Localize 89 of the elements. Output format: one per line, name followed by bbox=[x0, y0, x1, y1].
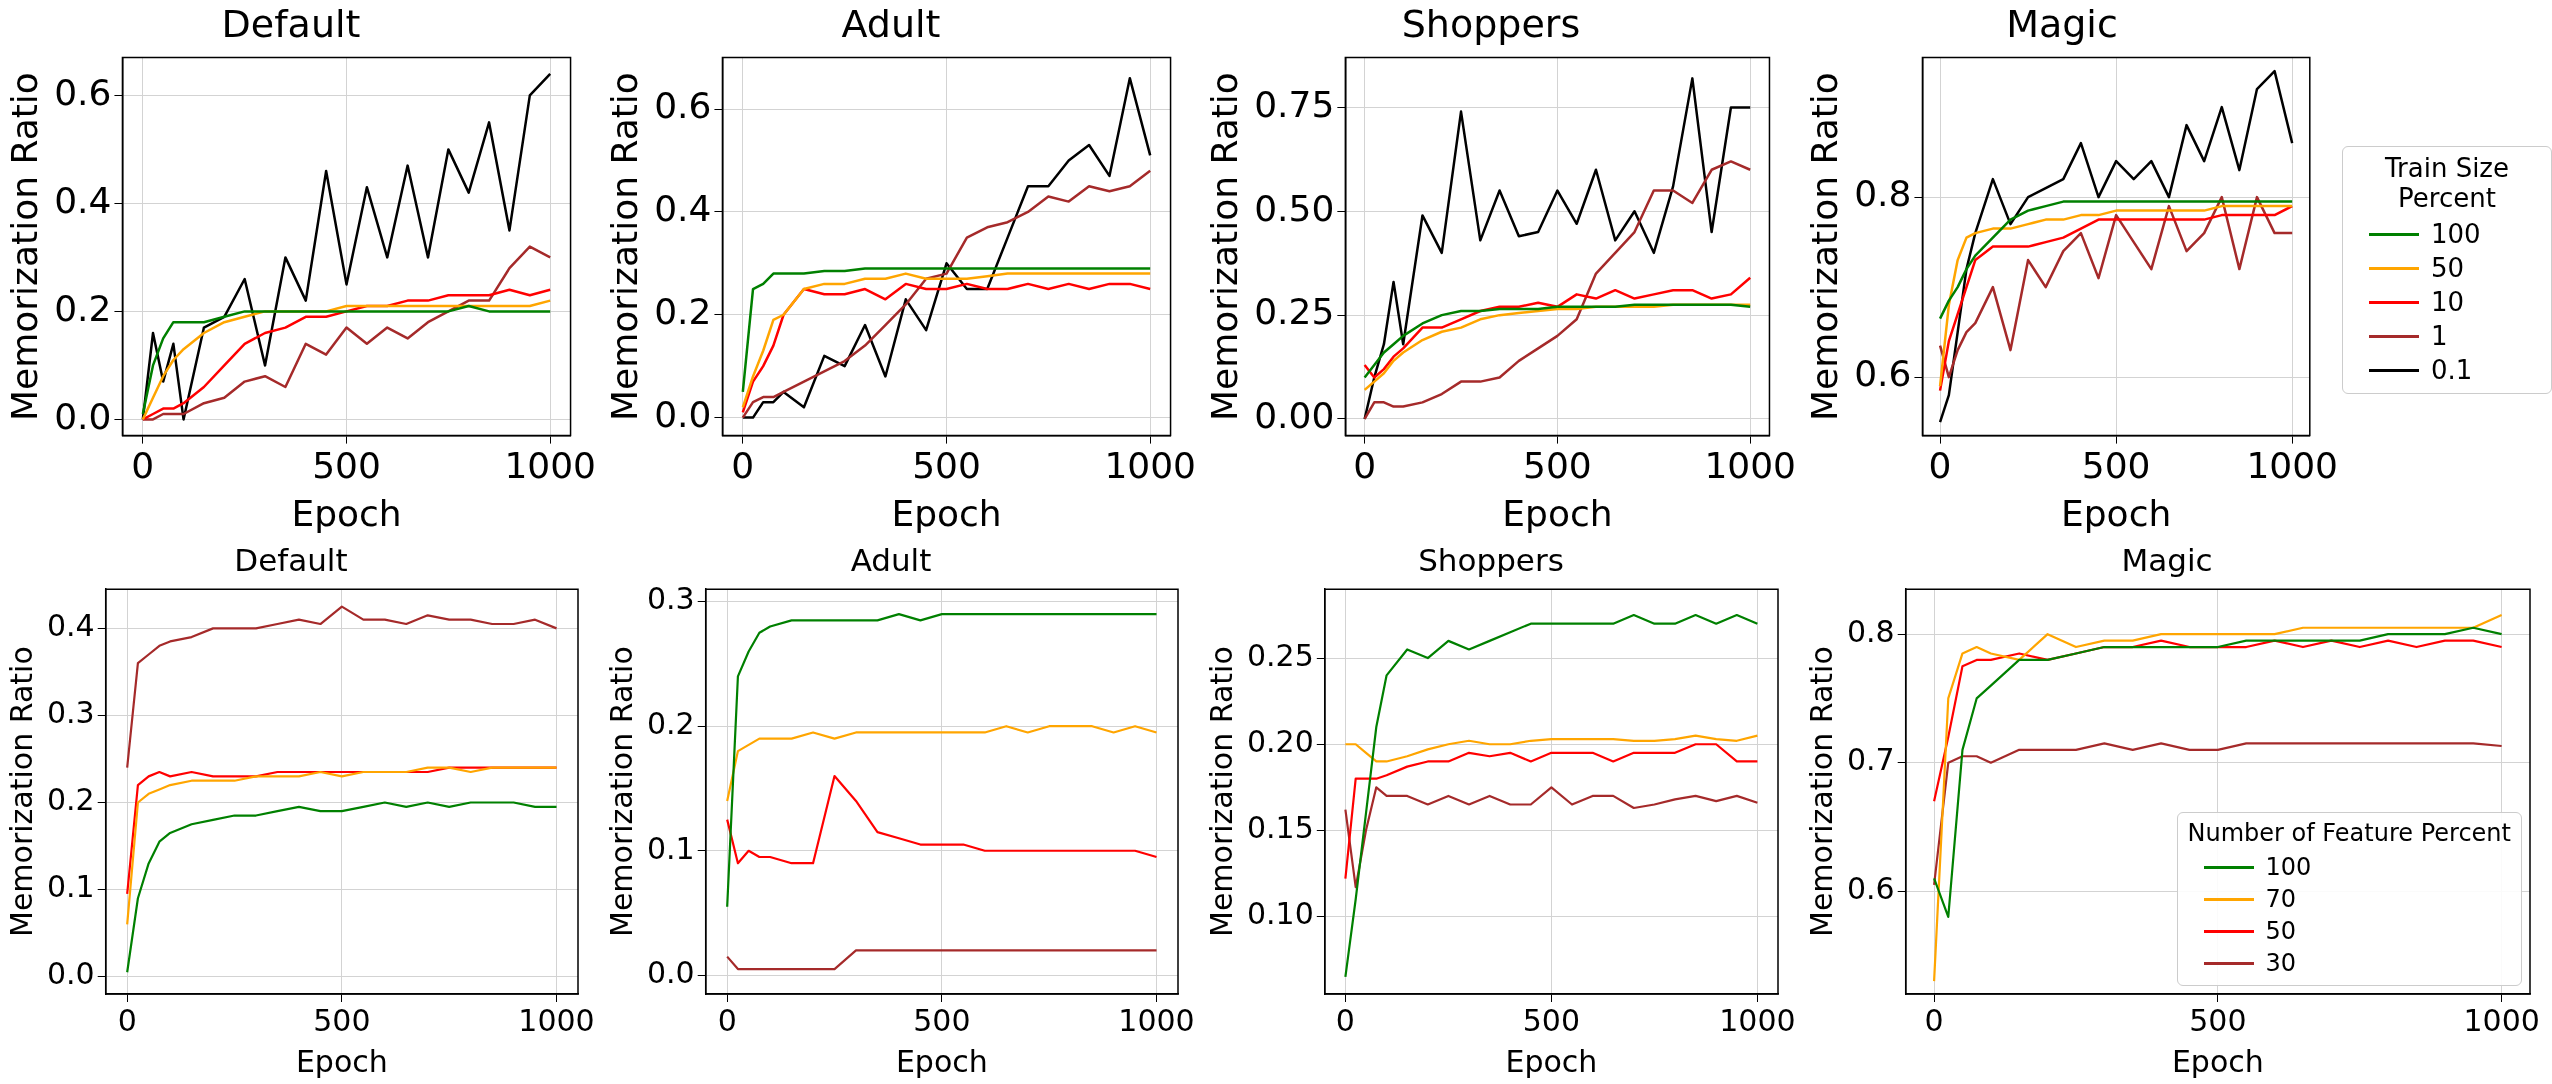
y-tick-label: 0.8 bbox=[1854, 173, 1912, 215]
y-tick-label: 0.4 bbox=[46, 608, 95, 644]
chart-title: Magic bbox=[2121, 541, 2213, 578]
legend-label: 30 bbox=[2265, 949, 2297, 977]
legend-title: Number of Feature Percent bbox=[2187, 819, 2511, 847]
y-axis-title: Memorization Ratio bbox=[1803, 72, 1845, 422]
chart-title: Default bbox=[234, 541, 348, 578]
x-tick-label: 1000 bbox=[518, 1002, 595, 1038]
y-tick-label: 0.6 bbox=[54, 71, 112, 113]
legend-label: 100 bbox=[2431, 219, 2481, 249]
x-tick-label: 1000 bbox=[2463, 1002, 2540, 1038]
x-tick-label: 0 bbox=[731, 444, 755, 486]
y-tick-label: 0.0 bbox=[54, 395, 112, 437]
y-axis-title: Memorization Ratio bbox=[3, 646, 39, 937]
y-axis-title: Memorization Ratio bbox=[603, 72, 645, 422]
y-tick-label: 0.25 bbox=[1247, 637, 1314, 673]
x-tick-label: 0 bbox=[1353, 444, 1377, 486]
y-tick-label: 0.15 bbox=[1247, 810, 1314, 846]
chart-title: Default bbox=[221, 1, 361, 46]
x-tick-label: 0 bbox=[1335, 1002, 1355, 1038]
y-tick-label: 0.1 bbox=[646, 830, 695, 866]
chart-title: Adult bbox=[841, 1, 941, 46]
legend-label: 50 bbox=[2265, 917, 2297, 945]
y-tick-label: 0.1 bbox=[46, 869, 95, 905]
y-tick-label: 0.2 bbox=[654, 291, 712, 333]
x-tick-label: 0 bbox=[117, 1002, 137, 1038]
legend-label: 0.1 bbox=[2431, 355, 2473, 385]
x-tick-label: 500 bbox=[913, 1002, 971, 1038]
legend-title: Train Size Percent bbox=[2384, 153, 2510, 213]
y-tick-label: 0.8 bbox=[1846, 613, 1895, 649]
y-tick-label: 0.20 bbox=[1247, 724, 1314, 760]
x-tick-label: 500 bbox=[312, 444, 381, 486]
legend-label: 10 bbox=[2431, 287, 2465, 317]
y-tick-label: 0.25 bbox=[1254, 291, 1335, 333]
y-tick-label: 0.3 bbox=[46, 695, 95, 731]
x-tick-label: 500 bbox=[2081, 444, 2151, 486]
y-tick-label: 0.7 bbox=[1846, 742, 1895, 778]
x-tick-label: 500 bbox=[313, 1002, 371, 1038]
y-tick-label: 0.6 bbox=[654, 85, 712, 127]
y-tick-label: 0.6 bbox=[1854, 353, 1912, 395]
y-tick-label: 0.2 bbox=[46, 782, 95, 818]
legend-label: 70 bbox=[2265, 885, 2297, 913]
y-axis-title: Memorization Ratio bbox=[1803, 646, 1839, 937]
x-axis-title: Epoch bbox=[1505, 1043, 1598, 1079]
y-axis-title: Memorization Ratio bbox=[603, 646, 639, 937]
y-axis-title: Memorization Ratio bbox=[3, 72, 45, 422]
y-tick-label: 0.75 bbox=[1254, 83, 1335, 125]
y-tick-label: 0.4 bbox=[54, 179, 112, 221]
y-tick-label: 0.50 bbox=[1254, 187, 1335, 229]
x-tick-label: 500 bbox=[912, 444, 981, 486]
chart-title: Shoppers bbox=[1418, 541, 1564, 578]
legend-label: 1 bbox=[2431, 321, 2448, 351]
x-tick-label: 0 bbox=[1924, 1002, 1944, 1038]
y-tick-label: 0.10 bbox=[1247, 896, 1314, 932]
chart-title: Magic bbox=[2006, 1, 2118, 46]
x-axis-title: Epoch bbox=[895, 1043, 988, 1079]
x-tick-label: 1000 bbox=[1719, 1002, 1796, 1038]
x-tick-label: 500 bbox=[2189, 1002, 2247, 1038]
x-tick-label: 1000 bbox=[1118, 1002, 1195, 1038]
x-tick-label: 0 bbox=[1928, 444, 1952, 486]
y-tick-label: 0.0 bbox=[46, 956, 95, 992]
y-tick-label: 0.0 bbox=[654, 393, 712, 435]
y-tick-label: 0.6 bbox=[1846, 870, 1895, 906]
x-tick-label: 1000 bbox=[1104, 444, 1196, 486]
legend-label: 100 bbox=[2265, 853, 2312, 881]
y-tick-label: 0.00 bbox=[1254, 395, 1335, 437]
x-axis-title: Epoch bbox=[891, 492, 1002, 534]
y-axis-title: Memorization Ratio bbox=[1203, 72, 1245, 422]
x-tick-label: 0 bbox=[717, 1002, 737, 1038]
y-tick-label: 0.2 bbox=[54, 287, 112, 329]
x-tick-label: 500 bbox=[1523, 444, 1592, 486]
x-axis-title: Epoch bbox=[291, 492, 402, 534]
chart-title: Shoppers bbox=[1401, 1, 1581, 46]
x-tick-label: 0 bbox=[131, 444, 155, 486]
x-tick-label: 1000 bbox=[2246, 444, 2338, 486]
x-axis-title: Epoch bbox=[1502, 492, 1613, 534]
x-tick-label: 1000 bbox=[504, 444, 596, 486]
chart-title: Adult bbox=[850, 541, 932, 578]
y-tick-label: 0.4 bbox=[654, 188, 712, 230]
x-tick-label: 500 bbox=[1522, 1002, 1581, 1038]
x-tick-label: 1000 bbox=[1704, 444, 1796, 486]
y-tick-label: 0.3 bbox=[646, 581, 695, 617]
y-tick-label: 0.0 bbox=[646, 955, 695, 991]
legend-label: 50 bbox=[2431, 253, 2465, 283]
y-tick-label: 0.2 bbox=[646, 706, 695, 742]
y-axis-title: Memorization Ratio bbox=[1203, 646, 1239, 937]
x-axis-title: Epoch bbox=[2171, 1043, 2264, 1079]
x-axis-title: Epoch bbox=[2061, 492, 2172, 534]
x-axis-title: Epoch bbox=[295, 1043, 388, 1079]
